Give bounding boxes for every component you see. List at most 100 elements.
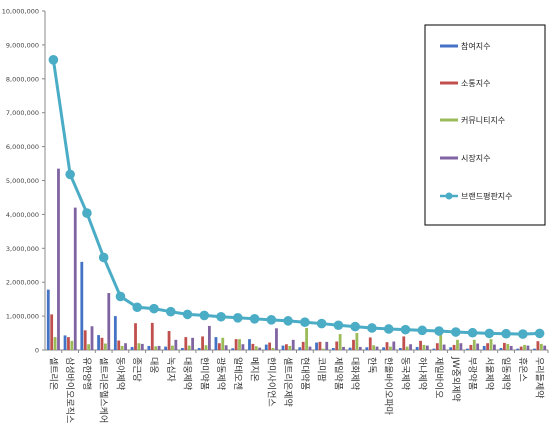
bar-3-0 bbox=[57, 168, 60, 350]
bar-0-26 bbox=[482, 345, 486, 350]
brand-index-point-6 bbox=[149, 303, 159, 314]
brand-index-point-10 bbox=[216, 311, 226, 322]
bar-2-27 bbox=[506, 343, 510, 350]
x-tick-label: 하나제약 bbox=[416, 357, 428, 390]
bar-0-5 bbox=[130, 346, 134, 350]
bar-2-2 bbox=[87, 344, 91, 350]
bar-1-18 bbox=[352, 339, 355, 350]
brand-index-point-24 bbox=[450, 327, 461, 337]
brand-index-point-13 bbox=[266, 315, 277, 325]
x-tick-label: 메지온 bbox=[249, 357, 260, 382]
legend-label-1: 소통지수 bbox=[461, 79, 490, 88]
bar-1-21 bbox=[402, 336, 406, 350]
bar-2-16 bbox=[321, 348, 325, 350]
bar-0-11 bbox=[231, 348, 235, 350]
bar-0-2 bbox=[80, 261, 84, 350]
bar-2-8 bbox=[187, 345, 191, 350]
bar-1-25 bbox=[469, 344, 473, 350]
bar-0-23 bbox=[432, 348, 436, 350]
bar-3-1 bbox=[73, 207, 77, 350]
line-layer bbox=[48, 55, 545, 339]
bar-1-5 bbox=[134, 323, 137, 350]
bar-2-13 bbox=[271, 347, 275, 350]
bar-1-8 bbox=[184, 337, 188, 350]
bar-3-23 bbox=[442, 344, 446, 350]
y-tick-label: 3,000,000 bbox=[6, 245, 39, 253]
bar-1-28 bbox=[519, 346, 523, 350]
brand-index-point-22 bbox=[417, 325, 428, 336]
bar-3-6 bbox=[157, 345, 161, 350]
bar-2-12 bbox=[254, 346, 258, 350]
bar-2-25 bbox=[472, 339, 476, 350]
bar-0-25 bbox=[466, 348, 469, 350]
x-tick-label: 부광약품 bbox=[467, 357, 479, 390]
x-tick-label: 대웅 bbox=[148, 357, 159, 374]
bar-0-14 bbox=[281, 345, 285, 350]
bar-3-7 bbox=[174, 339, 178, 350]
x-tick-label: 유한양행 bbox=[81, 357, 93, 390]
bar-1-9 bbox=[201, 336, 204, 350]
y-tick-label: 2,000,000 bbox=[6, 279, 39, 287]
x-tick-label: 광동제약 bbox=[215, 357, 227, 390]
bar-2-6 bbox=[154, 346, 158, 350]
bar-1-16 bbox=[318, 341, 322, 350]
legend-swatch-1 bbox=[440, 81, 458, 85]
x-tick-label: 동국제약 bbox=[399, 357, 411, 390]
bar-2-0 bbox=[53, 337, 57, 350]
x-tick-label: 삼성바이오로직스 bbox=[64, 357, 75, 423]
bar-2-1 bbox=[70, 340, 74, 350]
bar-1-15 bbox=[301, 341, 305, 350]
x-tick-label: 제일바이오 bbox=[433, 357, 444, 398]
bar-layer bbox=[46, 168, 547, 350]
y-tick-label: 5,000,000 bbox=[6, 177, 39, 185]
x-tick-label: 우리들제약 bbox=[534, 357, 546, 398]
bar-0-16 bbox=[315, 342, 318, 350]
bar-1-24 bbox=[452, 344, 456, 350]
bar-1-20 bbox=[385, 342, 389, 350]
legend-label-2: 커뮤니티지수 bbox=[461, 115, 505, 125]
bar-3-24 bbox=[459, 343, 463, 350]
bar-3-17 bbox=[342, 346, 345, 350]
y-tick-label: 8,000,000 bbox=[6, 75, 39, 83]
bar-1-23 bbox=[435, 343, 439, 350]
legend-marker-4 bbox=[445, 192, 453, 200]
bar-3-29 bbox=[543, 345, 547, 350]
brand-index-point-25 bbox=[467, 327, 478, 338]
brand-index-point-20 bbox=[383, 324, 394, 334]
brand-index-point-8 bbox=[182, 309, 193, 320]
axis-layer: 0 1,000,000 2,000,000 3,000,000 4,000,000 5,0… bbox=[2, 8, 549, 423]
bar-3-28 bbox=[526, 345, 530, 350]
bar-0-9 bbox=[197, 347, 201, 350]
x-tick-label: 동아제약 bbox=[114, 357, 126, 390]
x-tick-label: 알테오젠 bbox=[232, 357, 243, 390]
bar-0-15 bbox=[298, 347, 302, 350]
bar-0-22 bbox=[415, 346, 419, 350]
brand-index-point-21 bbox=[400, 324, 411, 335]
brand-index-point-9 bbox=[199, 310, 210, 321]
bar-0-13 bbox=[264, 344, 268, 350]
legend-swatch-0 bbox=[440, 44, 458, 48]
brand-index-point-26 bbox=[484, 328, 495, 339]
bar-3-4 bbox=[124, 343, 127, 350]
bar-0-1 bbox=[63, 335, 67, 350]
bar-0-0 bbox=[46, 289, 50, 350]
x-tick-label: 서울제약 bbox=[483, 357, 495, 390]
x-tick-label: 제일약품 bbox=[332, 357, 344, 390]
bar-2-4 bbox=[120, 345, 124, 350]
bar-3-16 bbox=[325, 341, 329, 350]
bar-2-26 bbox=[489, 339, 493, 350]
bar-2-19 bbox=[372, 345, 376, 350]
brand-index-point-18 bbox=[350, 321, 360, 332]
bar-2-14 bbox=[288, 345, 292, 350]
bar-1-7 bbox=[167, 331, 171, 350]
bar-0-24 bbox=[449, 347, 453, 350]
brand-index-point-16 bbox=[316, 318, 327, 329]
brand-index-point-1 bbox=[65, 169, 75, 180]
bar-3-22 bbox=[425, 345, 429, 350]
bar-1-27 bbox=[502, 342, 506, 350]
bar-2-23 bbox=[439, 333, 443, 350]
bar-2-3 bbox=[103, 343, 107, 350]
legend-label-0: 참여지수 bbox=[461, 41, 490, 51]
